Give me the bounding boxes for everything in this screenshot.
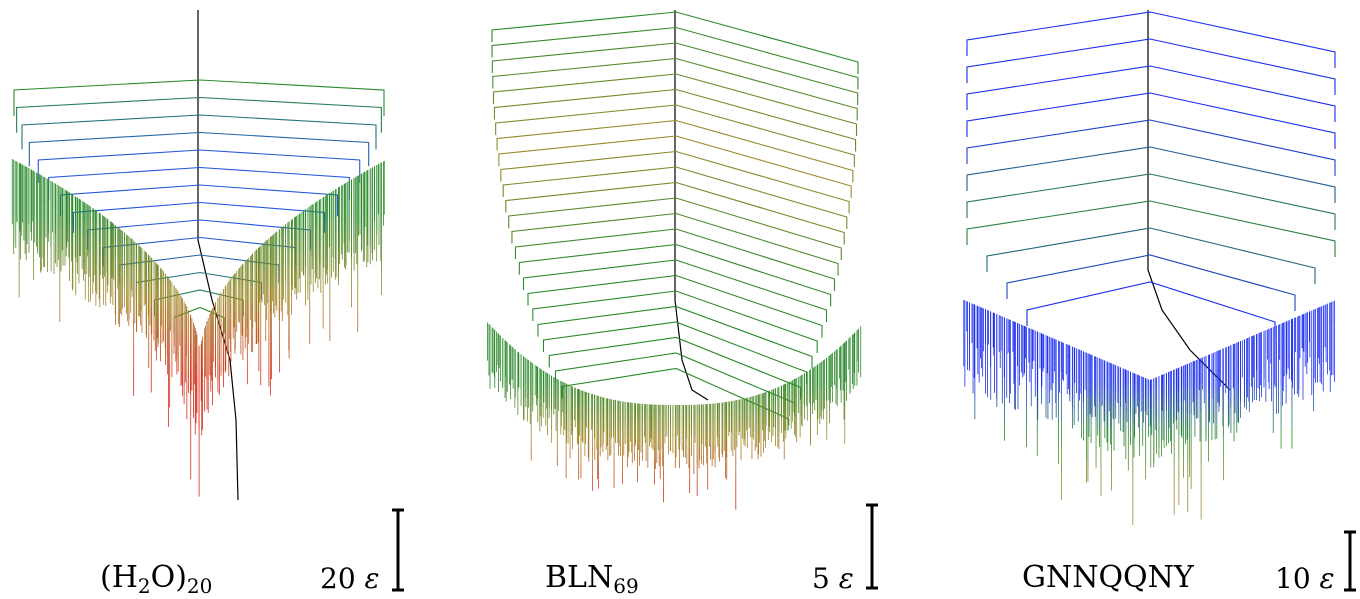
scale-label-bln-protein: 5 ε	[812, 562, 854, 595]
tree-gnnqqny-peptide	[963, 10, 1336, 525]
tree-bln-protein	[487, 10, 862, 510]
panel-label-water-cluster: (H2O)20	[100, 560, 213, 598]
panel-label-gnnqqny-peptide: GNNQQNY	[1022, 560, 1194, 595]
tree-water-cluster	[11, 10, 385, 501]
panel-label-bln-protein: BLN69	[545, 560, 639, 598]
scale-bar-bln-protein	[866, 503, 878, 590]
scale-label-gnnqqny-peptide: 10 ε	[1275, 562, 1335, 595]
scale-label-water-cluster: 20 ε	[320, 562, 380, 595]
scale-bar-water-cluster	[392, 508, 404, 592]
scale-bar-gnnqqny-peptide	[1344, 530, 1356, 592]
